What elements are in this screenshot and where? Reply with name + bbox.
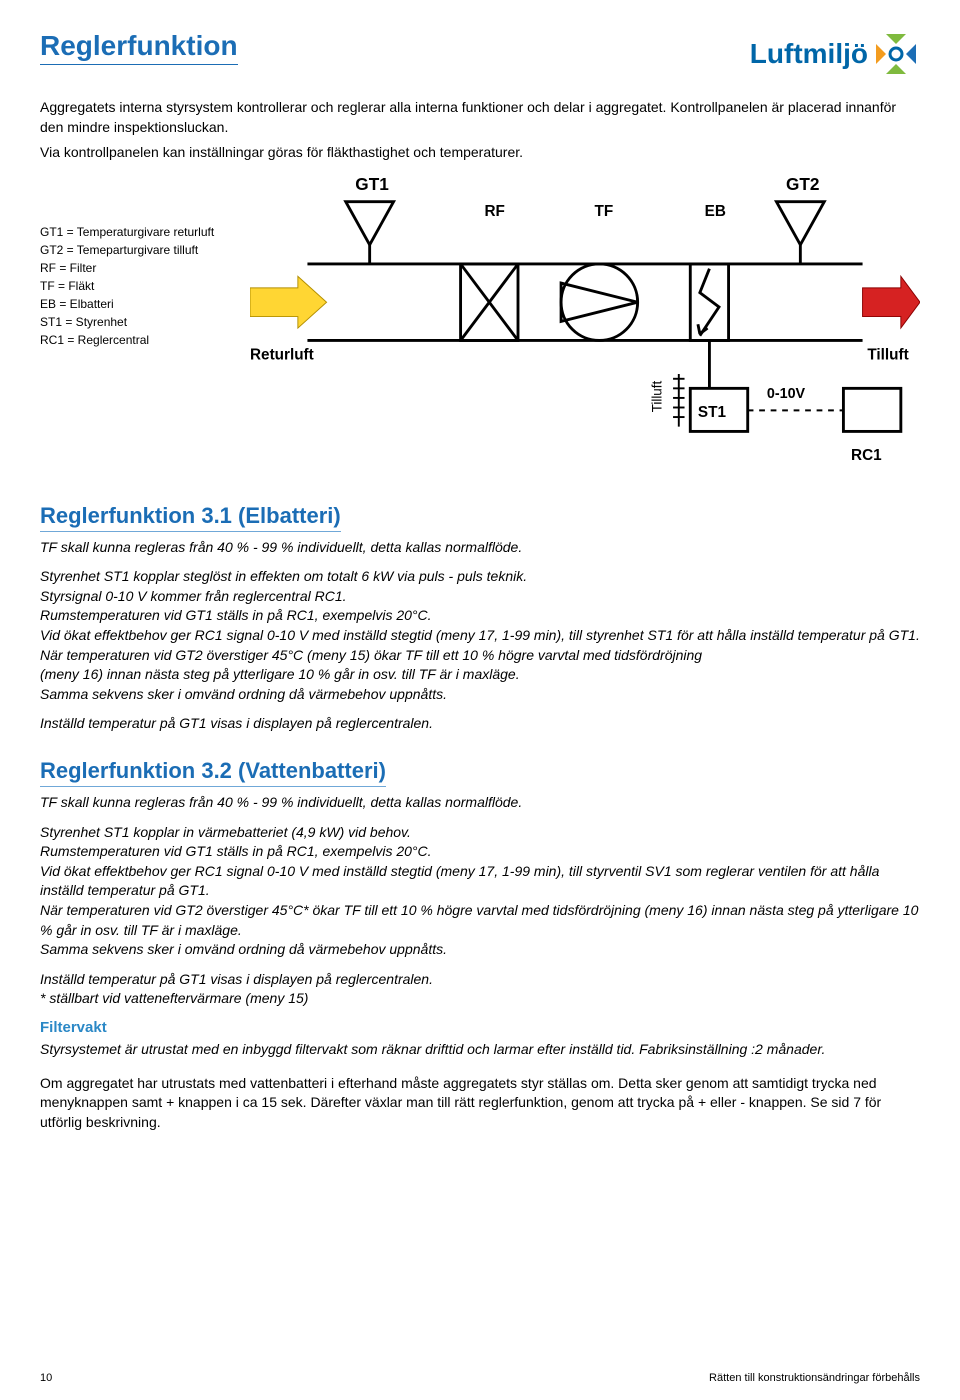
section1-p1: TF skall kunna regleras från 40 % - 99 %… (40, 538, 920, 558)
filtervakt-title: Filtervakt (40, 1019, 920, 1036)
label-rf: RF (485, 203, 505, 220)
page-number: 10 (40, 1372, 52, 1384)
filter-rf-icon (461, 264, 518, 341)
label-tilluft-vert: Tilluft (650, 380, 665, 412)
rc1-box-icon (843, 388, 900, 431)
legend-item: ST1 = Styrenhet (40, 313, 240, 331)
label-tilluft: Tilluft (867, 346, 908, 363)
luftmiljo-icon (872, 30, 920, 78)
label-volts: 0-10V (767, 386, 806, 402)
fan-tf-icon (561, 264, 638, 341)
system-diagram: GT1 GT2 RF TF EB Returluft (250, 173, 920, 489)
section2-p1: TF skall kunna regleras från 40 % - 99 %… (40, 793, 920, 813)
section2-p3: Inställd temperatur på GT1 visas i displ… (40, 970, 920, 1009)
legend-item: GT1 = Temperaturgivare returluft (40, 223, 240, 241)
legend-item: GT2 = Temeparturgivare tilluft (40, 241, 240, 259)
label-tf: TF (595, 203, 614, 220)
logo-text: Luftmiljö (750, 38, 868, 70)
diagram-legend: GT1 = Temperaturgivare returluft GT2 = T… (40, 173, 240, 349)
section1-p2: Styrenhet ST1 kopplar steglöst in effekt… (40, 567, 920, 704)
section1-p3: Inställd temperatur på GT1 visas i displ… (40, 714, 920, 734)
label-rc1: RC1 (851, 447, 882, 464)
legend-item: RC1 = Reglercentral (40, 331, 240, 349)
label-gt1: GT1 (355, 174, 389, 194)
sensor-gt1-icon (346, 201, 394, 263)
label-st1: ST1 (698, 404, 727, 421)
intro-paragraph-2: Via kontrollpanelen kan inställningar gö… (40, 143, 920, 163)
heater-eb-icon (690, 264, 728, 341)
legend-item: EB = Elbatteri (40, 295, 240, 313)
page-title: Reglerfunktion (40, 30, 238, 65)
legend-item: TF = Fläkt (40, 277, 240, 295)
label-gt2: GT2 (786, 174, 820, 194)
closing-paragraph: Om aggregatet har utrustats med vattenba… (40, 1074, 920, 1133)
label-eb: EB (705, 203, 726, 220)
sensor-gt2-icon (776, 201, 824, 263)
legend-item: RF = Filter (40, 259, 240, 277)
intro-paragraph-1: Aggregatets interna styrsystem kontrolle… (40, 98, 920, 137)
label-returluft: Returluft (250, 346, 314, 363)
filtervakt-p1: Styrsystemet är utrustat med en inbyggd … (40, 1040, 920, 1060)
brand-logo: Luftmiljö (750, 30, 920, 78)
section-vattenbatteri-title: Reglerfunktion 3.2 (Vattenbatteri) (40, 758, 386, 787)
tilluft-arrow-icon (863, 276, 920, 328)
footer-note: Rätten till konstruktionsändringar förbe… (709, 1372, 920, 1384)
section-elbatteri-title: Reglerfunktion 3.1 (Elbatteri) (40, 503, 341, 532)
section2-p2: Styrenhet ST1 kopplar in värmebatteriet … (40, 823, 920, 960)
returluft-arrow-icon (250, 276, 327, 328)
